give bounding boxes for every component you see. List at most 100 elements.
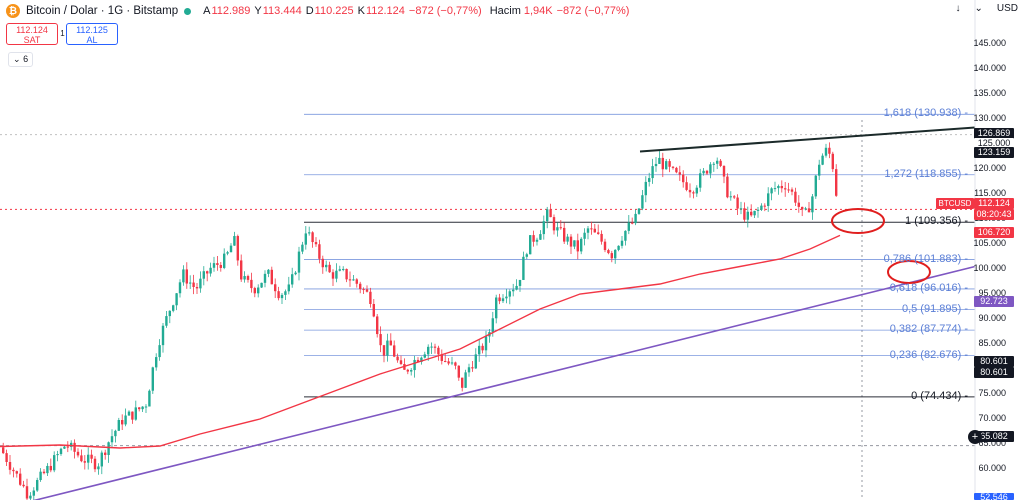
candle <box>651 166 654 179</box>
candle <box>573 240 576 247</box>
open-value: 112.989 <box>211 5 251 17</box>
candle <box>338 269 341 271</box>
candle <box>56 454 59 456</box>
candle <box>379 334 382 346</box>
candle <box>355 279 358 284</box>
candle <box>97 466 100 470</box>
candle <box>127 411 131 416</box>
candle <box>682 174 685 183</box>
fib-level-label: 0,786 (101.883) - <box>883 252 968 265</box>
volume-change: −872 (−0,77%) <box>556 5 630 17</box>
candle <box>233 236 236 246</box>
black-line-tag: 80.601 <box>974 367 1014 378</box>
y-tick-label: 145.000 <box>973 38 1006 48</box>
candle <box>824 147 828 156</box>
candle <box>668 161 671 167</box>
candle <box>362 289 365 291</box>
candle <box>22 484 25 487</box>
fib-level-label: 0 (74.434) - <box>911 389 968 402</box>
candle <box>750 211 753 216</box>
candle <box>580 238 583 252</box>
candle <box>410 370 413 372</box>
chevron-down-icon[interactable]: ⌄ <box>974 3 983 14</box>
buy-button[interactable]: 112.125 AL <box>66 23 118 45</box>
candle <box>270 269 273 285</box>
candle <box>637 208 641 214</box>
candle <box>692 192 695 194</box>
candle <box>814 175 817 197</box>
candle <box>546 209 549 222</box>
candle <box>576 240 579 252</box>
y-tick-label: 135.000 <box>973 88 1006 98</box>
add-alert-icon[interactable]: + <box>968 430 982 444</box>
candle <box>12 469 15 472</box>
buy-price: 112.125 <box>76 25 108 35</box>
candle <box>90 454 93 459</box>
candle <box>675 167 678 173</box>
candle <box>212 263 216 268</box>
candle <box>467 367 471 373</box>
sell-price: 112.124 <box>16 25 48 35</box>
candle <box>413 359 416 371</box>
candle <box>627 222 630 231</box>
candle <box>780 185 783 189</box>
trend-line[interactable] <box>639 126 976 153</box>
candle <box>280 294 284 299</box>
currency-selector[interactable]: USD <box>996 3 1018 14</box>
candle <box>729 196 732 198</box>
alert-tag: 123.159 <box>974 147 1014 158</box>
candle <box>450 362 454 364</box>
high-label: Y <box>254 5 262 17</box>
candle <box>512 289 515 292</box>
candle <box>794 191 797 203</box>
moving-average-line <box>0 234 841 449</box>
candle <box>478 345 481 355</box>
fib-level-label: 0,5 (91.895) - <box>901 302 968 315</box>
candle <box>620 240 624 246</box>
candle <box>661 157 664 170</box>
candle <box>614 249 617 259</box>
candle <box>399 360 403 365</box>
candle <box>722 165 726 177</box>
candle <box>144 406 148 408</box>
symbol-title[interactable]: Bitcoin / Dolar · 1G · Bitstamp <box>26 5 179 17</box>
symbol-header: ₿ Bitcoin / Dolar · 1G · Bitstamp A 112.9… <box>0 0 975 22</box>
candle <box>705 170 709 174</box>
last-price-tag: 112.124 <box>974 198 1014 209</box>
candle <box>80 455 83 462</box>
candle <box>665 161 668 170</box>
candle <box>770 188 773 194</box>
candle <box>695 187 698 194</box>
candle <box>474 354 477 369</box>
candle <box>294 272 297 275</box>
candle <box>733 196 736 198</box>
candle <box>831 153 834 170</box>
candle <box>678 172 681 175</box>
low-label: D <box>305 5 314 17</box>
candle <box>508 291 511 297</box>
candle <box>484 336 488 351</box>
sell-button[interactable]: 112.124 SAT <box>6 23 58 45</box>
candle <box>556 227 559 231</box>
arrow-down-icon[interactable]: ↓ <box>955 3 961 14</box>
candle <box>131 411 134 420</box>
y-tick-label: 60.000 <box>978 463 1006 473</box>
candle <box>569 236 573 247</box>
indicators-toggle[interactable]: ⌄ 6 <box>8 52 34 67</box>
alert-tag: 125.000 <box>974 138 1014 149</box>
candle <box>36 480 39 491</box>
candle <box>529 235 532 255</box>
candle <box>566 236 569 242</box>
market-status-icon <box>184 7 192 15</box>
y-tick-label: 120.000 <box>973 163 1006 173</box>
high-value: 113.444 <box>262 5 302 17</box>
candle <box>828 147 831 154</box>
candle <box>685 182 688 190</box>
candle <box>202 271 205 279</box>
trend-line[interactable] <box>30 265 976 500</box>
candle <box>505 296 508 299</box>
candle <box>331 272 335 279</box>
candle <box>804 208 807 210</box>
candle <box>593 228 596 233</box>
